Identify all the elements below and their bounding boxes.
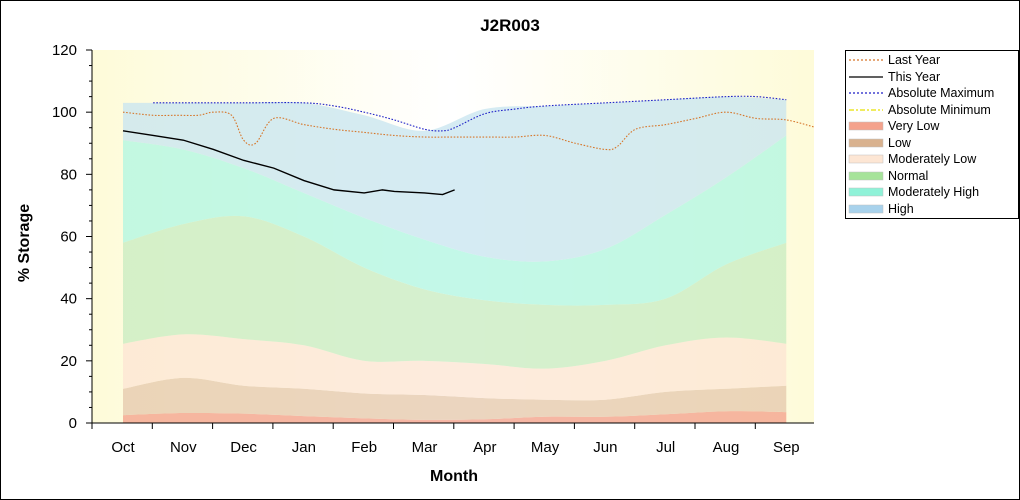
- legend-swatch: [848, 138, 884, 147]
- legend-swatch: [849, 59, 883, 61]
- legend-item-moderately-low: Moderately Low: [846, 151, 1016, 167]
- x-tick-label: Aug: [713, 439, 740, 456]
- legend-label: Last Year: [888, 53, 941, 67]
- legend-item-absolute-maximum: Absolute Maximum: [846, 85, 1016, 101]
- legend-item-absolute-minimum: Absolute Minimum: [846, 102, 1016, 118]
- legend-label: Moderately Low: [888, 152, 977, 166]
- y-tick-label: 40: [60, 291, 77, 308]
- x-tick-label: Mar: [412, 439, 438, 456]
- x-tick-label: Jun: [593, 439, 617, 456]
- y-tick-label: 60: [60, 229, 77, 246]
- legend-swatch: [848, 154, 884, 164]
- legend-swatch: [848, 121, 884, 131]
- legend-swatch: [848, 187, 884, 197]
- legend-item-moderately-high: Moderately High: [846, 184, 1016, 200]
- legend-label: This Year: [888, 69, 941, 84]
- legend-item-very-low: Very Low: [846, 118, 1016, 134]
- y-tick-label: 100: [52, 104, 77, 121]
- legend-label: Moderately High: [888, 185, 980, 199]
- x-tick-label: Oct: [111, 439, 135, 456]
- band-high: [123, 96, 787, 262]
- legend-label: Very Low: [888, 119, 940, 133]
- series-this-year-line: [122, 130, 455, 196]
- legend-swatch: [849, 92, 883, 94]
- band-low: [123, 377, 787, 420]
- x-tick-label: May: [531, 439, 560, 456]
- chart-title: J2R003: [480, 16, 540, 35]
- y-tick-label: 80: [60, 166, 77, 183]
- y-tick-label: 0: [69, 415, 77, 432]
- legend-label: Absolute Maximum: [888, 86, 995, 100]
- y-axis-title: % Storage: [16, 204, 33, 282]
- series-absolute-maximum-line: [153, 95, 787, 132]
- legend-item-normal: Normal: [846, 168, 1016, 184]
- legend-item-high: High: [846, 201, 1016, 217]
- x-tick-label: Apr: [473, 439, 496, 456]
- band-moderately-low: [123, 334, 787, 401]
- legend: Last Year This Year Absolute Maximum Absolu…: [845, 50, 1019, 219]
- x-tick-label: Sep: [773, 439, 800, 456]
- legend-item-last-year: Last Year: [846, 52, 1016, 68]
- legend-label: Low: [888, 135, 911, 150]
- band-very-low: [123, 411, 787, 423]
- x-tick-label: Dec: [230, 439, 257, 456]
- legend-label: High: [888, 201, 914, 216]
- x-tick-label: Jan: [292, 439, 316, 456]
- legend-label: Absolute Minimum: [888, 102, 991, 117]
- x-tick-label: Feb: [351, 439, 377, 456]
- legend-label: Normal: [888, 168, 929, 183]
- band-moderately-high: [123, 135, 787, 306]
- x-tick-label: Jul: [656, 439, 675, 456]
- legend-item-low: Low: [846, 135, 1016, 151]
- y-tick-label: 120: [52, 42, 77, 59]
- legend-swatch: [849, 75, 883, 78]
- x-tick-label: Nov: [170, 439, 197, 456]
- legend-item-this-year: This Year: [846, 69, 1016, 85]
- legend-swatch: [848, 204, 884, 213]
- band-normal: [123, 215, 787, 369]
- legend-swatch: [849, 108, 883, 111]
- x-axis-title: Month: [430, 468, 478, 485]
- y-tick-label: 20: [60, 353, 77, 370]
- legend-swatch: [848, 171, 884, 180]
- series-last-year-line: [122, 111, 814, 151]
